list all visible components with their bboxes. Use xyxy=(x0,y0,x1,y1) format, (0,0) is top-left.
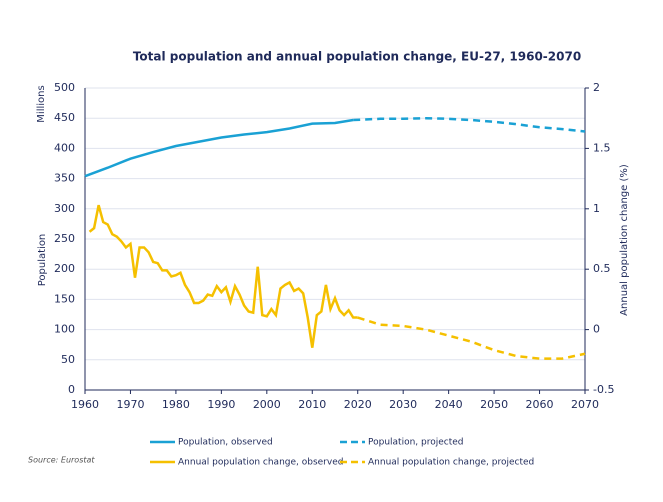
series-line xyxy=(84,118,354,178)
y-tick-label: 100 xyxy=(54,323,75,336)
y-tick-label: 200 xyxy=(54,262,75,275)
y-tick-label: 350 xyxy=(54,172,75,185)
series-line xyxy=(353,116,586,133)
y2-tick-label: 0 xyxy=(593,323,600,336)
source-note: Source: Eurostat xyxy=(28,456,95,465)
y-tick-label: 0 xyxy=(68,383,75,396)
legend-label: Population, observed xyxy=(178,438,273,448)
y2-tick-label: 2 xyxy=(593,81,600,94)
y2-tick-label: 1.5 xyxy=(593,141,611,154)
x-tick-label: 2030 xyxy=(389,398,417,411)
y-axis-label: Population xyxy=(37,234,48,287)
y-tick-label: 450 xyxy=(54,111,75,124)
y-tick-label: 500 xyxy=(54,81,75,94)
legend-label: Population, projected xyxy=(368,438,464,448)
x-tick-label: 2010 xyxy=(298,398,326,411)
x-tick-label: 2020 xyxy=(344,398,372,411)
y-tick-label: 250 xyxy=(54,232,75,245)
x-tick-label: 1960 xyxy=(71,398,99,411)
chart-title: Total population and annual population c… xyxy=(133,50,581,64)
y2-tick-label: -0.5 xyxy=(593,383,614,396)
x-tick-label: 2060 xyxy=(526,398,554,411)
x-tick-label: 1990 xyxy=(207,398,235,411)
y-unit-label: Millions xyxy=(36,85,47,122)
x-tick-label: 2050 xyxy=(480,398,508,411)
y2-tick-label: 1 xyxy=(593,202,600,215)
y2-tick-label: 0.5 xyxy=(593,262,611,275)
x-tick-label: 2040 xyxy=(435,398,463,411)
y-tick-label: 300 xyxy=(54,202,75,215)
legend-label: Annual population change, projected xyxy=(368,458,534,468)
y-tick-label: 400 xyxy=(54,141,75,154)
y-tick-label: 50 xyxy=(61,353,75,366)
series-line xyxy=(357,316,586,360)
series-line xyxy=(88,204,358,348)
x-tick-label: 2000 xyxy=(253,398,281,411)
y-tick-label: 150 xyxy=(54,292,75,305)
x-tick-label: 2070 xyxy=(571,398,599,411)
x-tick-label: 1970 xyxy=(116,398,144,411)
legend-label: Annual population change, observed xyxy=(178,458,343,468)
y2-axis-label: Annual population change (%) xyxy=(619,164,630,316)
x-tick-label: 1980 xyxy=(162,398,190,411)
